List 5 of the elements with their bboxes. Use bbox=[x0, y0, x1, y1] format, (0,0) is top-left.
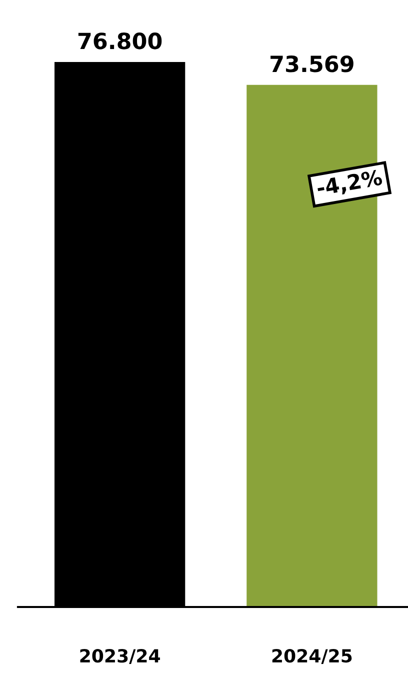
x-tick-label: 2024/25 bbox=[272, 648, 352, 664]
x-tick-label: 2023/24 bbox=[80, 648, 160, 664]
data-label: 76.800 bbox=[78, 32, 162, 50]
data-label: 73.569 bbox=[270, 55, 354, 72]
annotation: -4,2% bbox=[316, 169, 384, 199]
